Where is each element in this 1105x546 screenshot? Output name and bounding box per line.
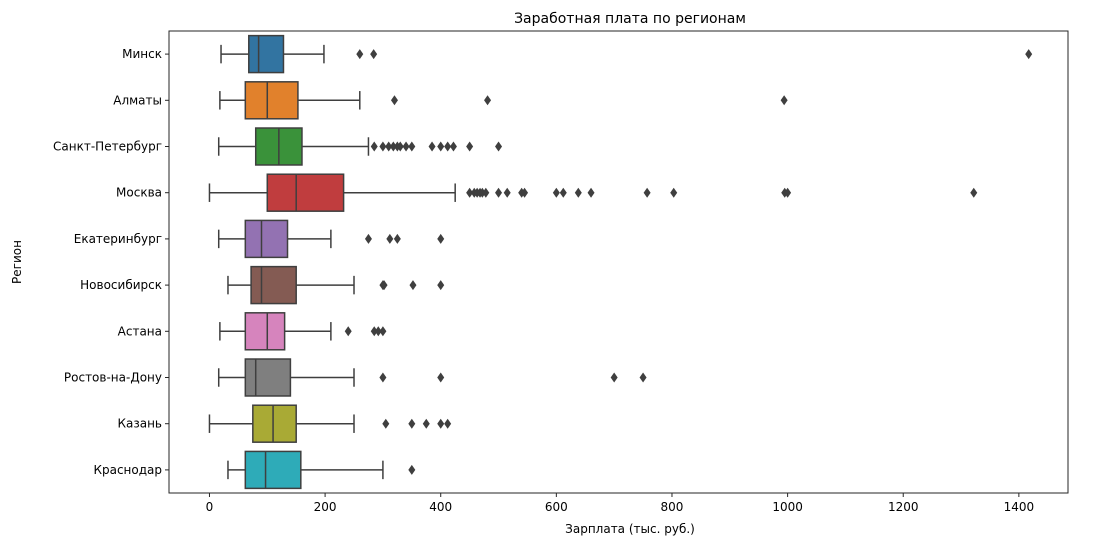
outlier-marker <box>396 141 404 152</box>
outlier-marker <box>370 49 378 60</box>
outlier-marker <box>344 326 352 337</box>
outlier-marker <box>437 233 445 244</box>
outlier-marker <box>422 418 430 429</box>
outlier-marker <box>379 326 387 337</box>
x-tick-label: 200 <box>314 500 337 514</box>
box <box>252 404 297 443</box>
outlier-marker <box>643 187 651 198</box>
outlier-marker <box>780 95 788 106</box>
outlier-marker <box>382 418 390 429</box>
outlier-marker <box>495 141 503 152</box>
plot-frame <box>168 30 1069 494</box>
outlier-marker <box>370 326 378 337</box>
outlier-marker <box>444 418 452 429</box>
box <box>266 173 345 212</box>
outlier-marker <box>409 280 417 291</box>
box-group <box>220 34 1033 74</box>
outlier-marker <box>408 418 416 429</box>
y-tick-label: Алматы <box>113 93 162 107</box>
box <box>244 450 302 490</box>
outlier-marker <box>449 141 457 152</box>
y-tick-label: Ростов-на-Дону <box>64 371 162 385</box>
x-tick-label: 800 <box>661 500 684 514</box>
y-tick-label: Екатеринбург <box>74 232 162 246</box>
x-tick-label: 400 <box>429 500 452 514</box>
x-tick-label: 1200 <box>888 500 919 514</box>
outlier-marker <box>482 187 490 198</box>
outlier-marker <box>428 141 436 152</box>
outlier-marker <box>466 187 474 198</box>
y-tick-label: Минск <box>122 47 162 61</box>
y-tick-label: Москва <box>116 186 162 200</box>
y-tick-label: Казань <box>117 417 162 431</box>
x-tick-label: 600 <box>545 500 568 514</box>
outlier-marker <box>503 187 511 198</box>
outlier-marker <box>610 372 618 383</box>
outlier-marker <box>784 187 792 198</box>
outlier-marker <box>970 187 978 198</box>
outlier-marker <box>552 187 560 198</box>
box-group <box>227 450 416 490</box>
outlier-marker <box>356 49 364 60</box>
outlier-marker <box>385 141 393 152</box>
x-tick-label: 1000 <box>772 500 803 514</box>
box-group <box>217 219 445 259</box>
outlier-marker <box>437 141 445 152</box>
box-group <box>208 173 978 212</box>
outlier-marker <box>437 372 445 383</box>
plot-area <box>208 34 1033 490</box>
outlier-marker <box>364 233 372 244</box>
outlier-marker <box>379 372 387 383</box>
outlier-marker <box>521 187 529 198</box>
y-tick-label: Новосибирск <box>80 278 162 292</box>
chart-title: Заработная плата по регионам <box>514 11 746 27</box>
outlier-marker <box>408 141 416 152</box>
x-tick-label: 0 <box>206 500 214 514</box>
outlier-marker <box>374 326 382 337</box>
outlier-marker <box>389 141 397 152</box>
outlier-marker <box>408 464 416 475</box>
outlier-marker <box>559 187 567 198</box>
outlier-marker <box>484 95 492 106</box>
y-tick-label: Санкт-Петербург <box>53 140 162 154</box>
box <box>244 312 286 351</box>
outlier-marker <box>444 141 452 152</box>
y-axis-label: Регион <box>10 240 24 284</box>
box-group <box>208 404 452 443</box>
box <box>250 265 297 305</box>
outlier-marker <box>380 280 388 291</box>
outlier-marker <box>587 187 595 198</box>
box-group <box>219 312 387 351</box>
box <box>244 358 292 397</box>
outlier-marker <box>670 187 678 198</box>
box-group <box>219 81 788 120</box>
outlier-marker <box>379 141 387 152</box>
box <box>244 81 299 120</box>
outlier-marker <box>574 187 582 198</box>
y-tick-label: Краснодар <box>93 463 162 477</box>
box-group <box>227 265 445 305</box>
outlier-marker <box>495 187 503 198</box>
y-tick-label: Астана <box>118 324 162 338</box>
box <box>248 34 285 74</box>
outlier-marker <box>639 372 647 383</box>
box <box>244 219 289 259</box>
outlier-marker <box>386 233 394 244</box>
outlier-marker <box>466 141 474 152</box>
x-tick-label: 1400 <box>1004 500 1035 514</box>
outlier-marker <box>437 418 445 429</box>
outlier-marker <box>402 141 410 152</box>
box-group <box>217 127 503 166</box>
outlier-marker <box>390 95 398 106</box>
outlier-marker <box>1025 49 1033 60</box>
outlier-marker <box>393 233 401 244</box>
box-group <box>217 358 647 397</box>
axes: Минск Алматы Санкт-Петербург Москва Екатерин… <box>53 47 1034 514</box>
outlier-marker <box>370 141 378 152</box>
x-axis-label: Зарплата (тыс. руб.) <box>565 522 695 536</box>
outlier-marker <box>437 280 445 291</box>
